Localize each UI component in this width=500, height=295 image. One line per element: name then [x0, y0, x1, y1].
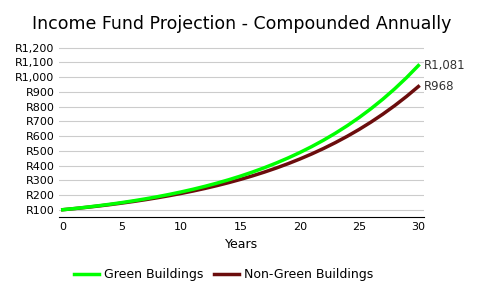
- Non-Green Buildings: [166, 194, 172, 197]
- Green Buildings: [308, 145, 314, 148]
- Non-Green Buildings: [273, 166, 279, 170]
- Green Buildings: [107, 202, 113, 206]
- X-axis label: Years: Years: [225, 237, 258, 250]
- Green Buildings: [226, 178, 232, 181]
- Green Buildings: [143, 197, 149, 201]
- Green Buildings: [131, 199, 137, 202]
- Green Buildings: [332, 132, 338, 135]
- Line: Green Buildings: Green Buildings: [63, 65, 418, 210]
- Text: R1,081: R1,081: [424, 59, 466, 72]
- Non-Green Buildings: [202, 187, 208, 190]
- Non-Green Buildings: [143, 198, 149, 201]
- Green Buildings: [250, 170, 256, 174]
- Non-Green Buildings: [262, 170, 268, 174]
- Non-Green Buildings: [392, 104, 398, 107]
- Green Buildings: [166, 193, 172, 196]
- Green Buildings: [320, 138, 326, 142]
- Non-Green Buildings: [178, 192, 184, 195]
- Green Buildings: [356, 116, 362, 119]
- Green Buildings: [72, 207, 78, 210]
- Non-Green Buildings: [107, 203, 113, 206]
- Title: Income Fund Projection - Compounded Annually: Income Fund Projection - Compounded Annu…: [32, 15, 452, 33]
- Green Buildings: [273, 161, 279, 165]
- Non-Green Buildings: [297, 157, 303, 161]
- Non-Green Buildings: [214, 184, 220, 187]
- Green Buildings: [178, 190, 184, 194]
- Non-Green Buildings: [96, 204, 102, 208]
- Green Buildings: [344, 124, 350, 127]
- Green Buildings: [238, 174, 244, 178]
- Green Buildings: [368, 107, 374, 111]
- Non-Green Buildings: [226, 181, 232, 184]
- Green Buildings: [392, 87, 398, 91]
- Green Buildings: [190, 187, 196, 191]
- Green Buildings: [214, 181, 220, 185]
- Non-Green Buildings: [368, 120, 374, 124]
- Non-Green Buildings: [308, 152, 314, 156]
- Non-Green Buildings: [404, 95, 409, 98]
- Non-Green Buildings: [356, 128, 362, 131]
- Green Buildings: [154, 195, 160, 199]
- Non-Green Buildings: [380, 112, 386, 116]
- Non-Green Buildings: [119, 201, 125, 205]
- Non-Green Buildings: [84, 206, 89, 209]
- Text: R968: R968: [424, 80, 455, 93]
- Green Buildings: [285, 156, 291, 160]
- Non-Green Buildings: [190, 189, 196, 193]
- Non-Green Buildings: [238, 178, 244, 181]
- Green Buildings: [84, 205, 89, 209]
- Green Buildings: [380, 97, 386, 101]
- Green Buildings: [202, 185, 208, 188]
- Non-Green Buildings: [250, 174, 256, 178]
- Green Buildings: [262, 166, 268, 170]
- Green Buildings: [60, 208, 66, 212]
- Green Buildings: [416, 64, 422, 67]
- Non-Green Buildings: [72, 207, 78, 210]
- Green Buildings: [404, 76, 409, 79]
- Non-Green Buildings: [320, 147, 326, 150]
- Line: Non-Green Buildings: Non-Green Buildings: [63, 86, 418, 210]
- Non-Green Buildings: [131, 200, 137, 203]
- Non-Green Buildings: [344, 135, 350, 138]
- Non-Green Buildings: [60, 208, 66, 212]
- Non-Green Buildings: [285, 162, 291, 165]
- Green Buildings: [96, 204, 102, 207]
- Non-Green Buildings: [154, 196, 160, 199]
- Non-Green Buildings: [332, 141, 338, 144]
- Non-Green Buildings: [416, 85, 422, 88]
- Green Buildings: [297, 151, 303, 154]
- Legend: Green Buildings, Non-Green Buildings: Green Buildings, Non-Green Buildings: [69, 263, 378, 286]
- Green Buildings: [119, 201, 125, 204]
